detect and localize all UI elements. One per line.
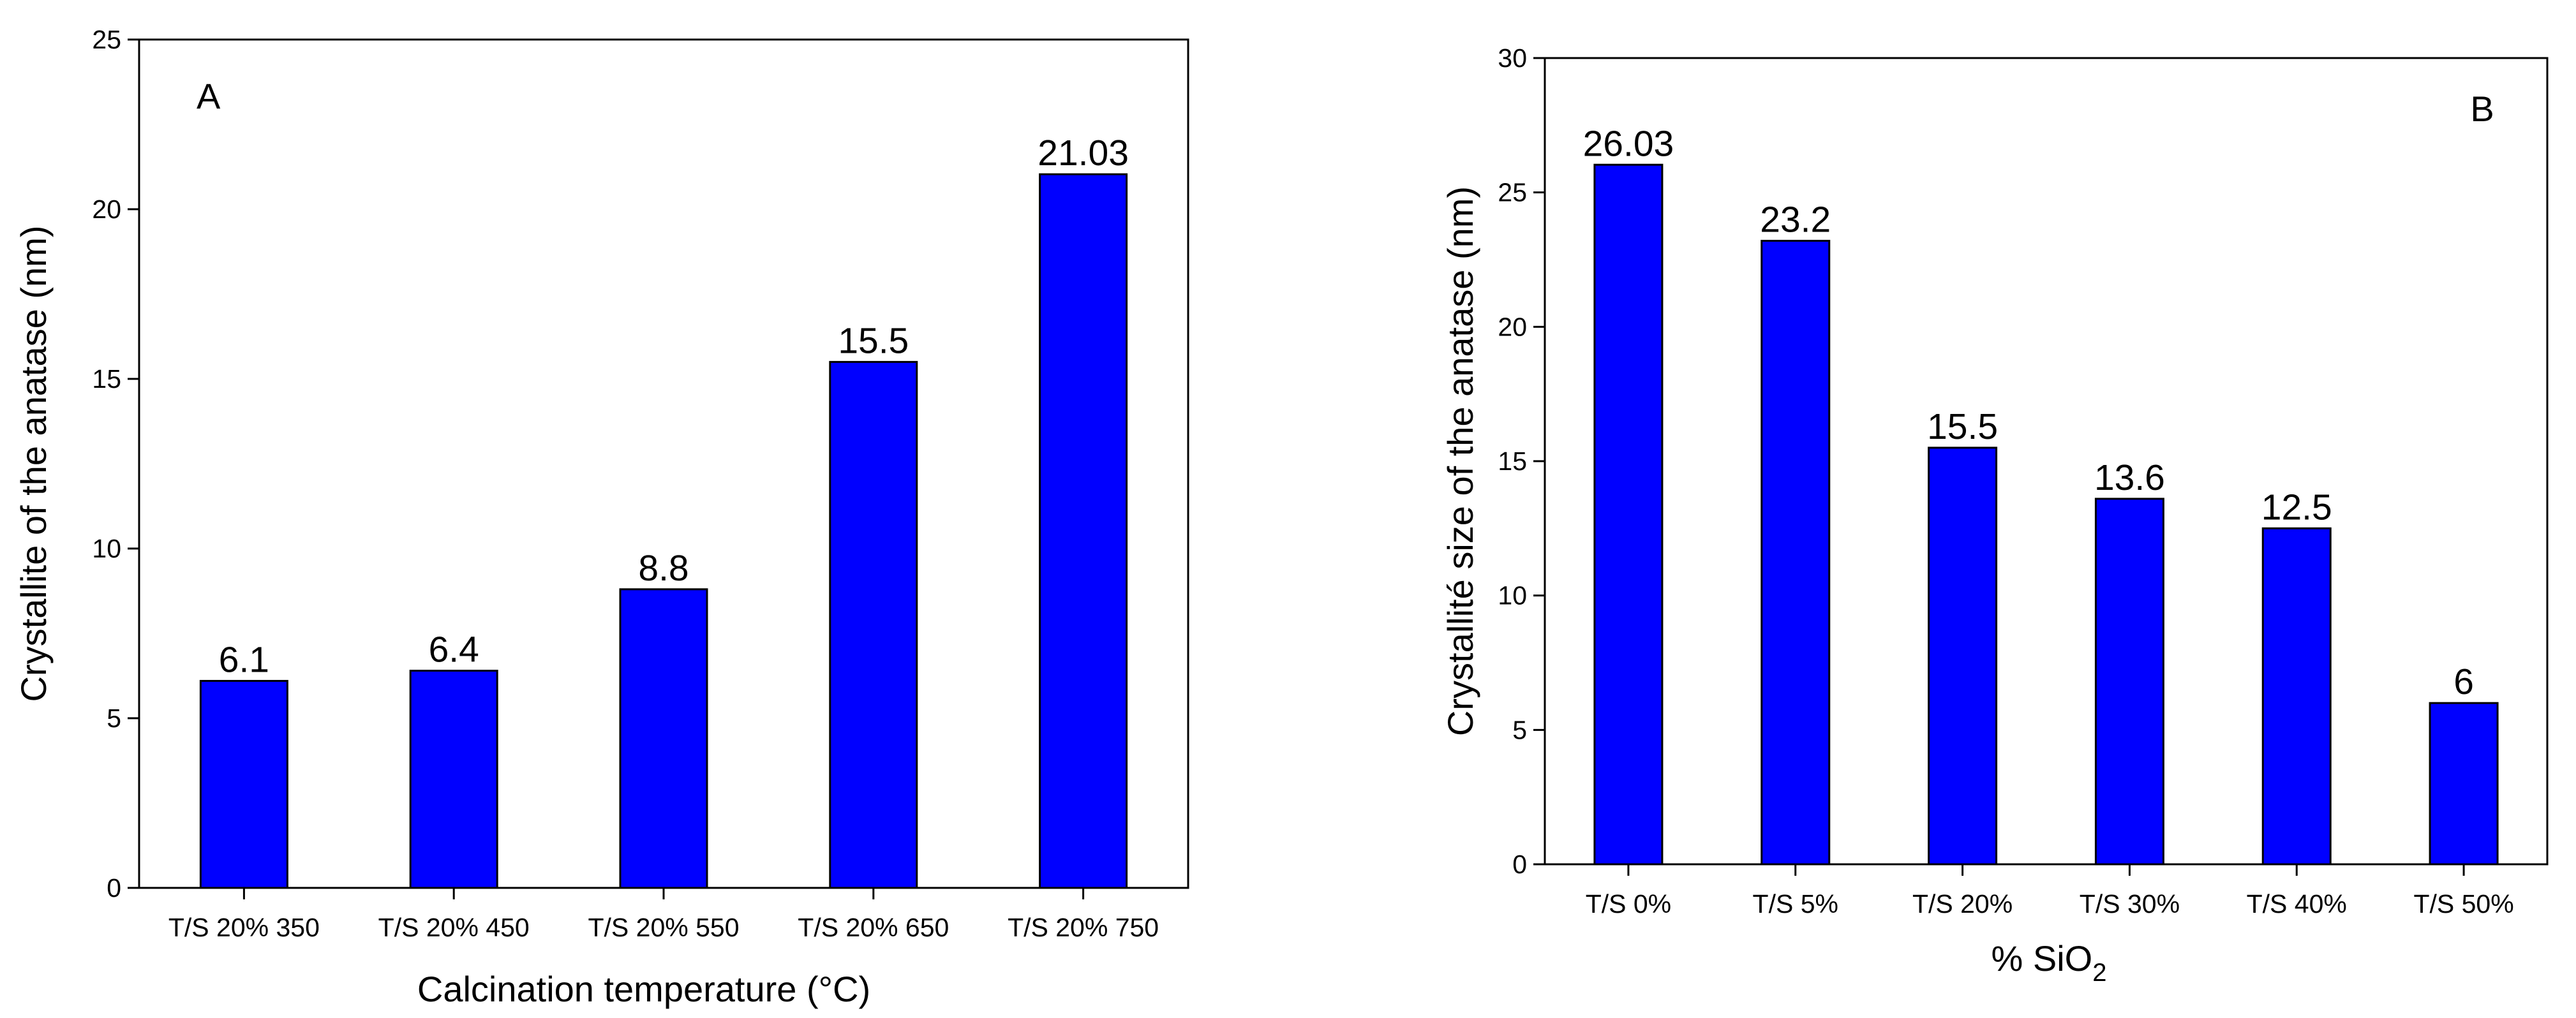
x-tick-label: T/S 20% 650 — [798, 913, 949, 942]
y-tick-label: 30 — [1498, 43, 1527, 73]
data-label: 26.03 — [1583, 123, 1674, 164]
y-tick-label: 25 — [1498, 178, 1527, 207]
x-tick-label: T/S 20% 550 — [588, 913, 739, 942]
x-axis-title-subscript: 2 — [2092, 959, 2106, 987]
y-tick-label: 0 — [107, 873, 121, 903]
y-tick-label: 5 — [1512, 715, 1527, 744]
bar-a-4 — [1039, 173, 1128, 889]
bar-a-2 — [619, 588, 708, 889]
x-tick-label: T/S 50% — [2413, 889, 2513, 918]
y-tick-label: 15 — [1498, 446, 1527, 476]
data-label: 6 — [2453, 661, 2474, 702]
data-label: 12.5 — [2261, 487, 2332, 527]
data-label: 15.5 — [1927, 406, 1998, 447]
data-label: 8.8 — [638, 548, 689, 589]
x-tick-label: T/S 20% — [1912, 889, 2013, 918]
x-axis-title-main: % SiO — [1992, 938, 2093, 978]
bar-a-1 — [409, 670, 498, 889]
bar-b-3 — [2094, 498, 2164, 866]
panel-label: B — [2470, 89, 2494, 129]
chart-panel-a: 6.1 6.4 8.8 15.5 21.03 0 5 10 15 20 25 T/S 20% 350 T… — [13, 25, 1189, 1009]
y-tick-label: 0 — [1512, 850, 1527, 879]
data-label: 23.2 — [1760, 200, 1831, 240]
x-tick-label: T/S 20% 750 — [1008, 913, 1159, 942]
x-tick-label: T/S 40% — [2247, 889, 2347, 918]
x-tick-label: T/S 0% — [1586, 889, 1671, 918]
y-tick-label: 10 — [1498, 581, 1527, 610]
bar-b-5 — [2429, 702, 2499, 866]
y-tick-label: 15 — [92, 364, 121, 394]
bar-b-1 — [1761, 240, 1831, 866]
y-tick-label: 5 — [107, 704, 121, 733]
bar-a-0 — [199, 679, 288, 889]
y-axis-title: Crystallité size of the anatase (nm) — [1440, 186, 1480, 736]
bar-b-4 — [2261, 527, 2332, 866]
data-label: 15.5 — [838, 320, 909, 361]
y-tick-label: 10 — [92, 534, 121, 563]
data-label: 6.4 — [429, 630, 479, 670]
data-label: 13.6 — [2094, 457, 2165, 498]
y-tick-label: 25 — [92, 25, 121, 54]
y-axis-title: Crystallite of the anatase (nm) — [13, 226, 54, 702]
chart-panel-b: 26.03 23.2 15.5 13.6 12.5 6 0 5 10 15 20 25 30 T/S 0%… — [1440, 43, 2549, 987]
x-tick-label: T/S 5% — [1753, 889, 1838, 918]
x-axis-title: Calcination temperature (°C) — [417, 969, 870, 1009]
bar-a-3 — [829, 360, 918, 889]
y-tick-label: 20 — [1498, 312, 1527, 341]
x-tick-label: T/S 30% — [2080, 889, 2180, 918]
panel-label: A — [197, 76, 221, 116]
bar-b-0 — [1593, 163, 1664, 866]
x-tick-label: T/S 20% 450 — [378, 913, 530, 942]
bar-b-2 — [1928, 446, 1998, 866]
y-tick-label: 20 — [92, 195, 121, 224]
data-label: 6.1 — [219, 639, 269, 680]
plot-frame — [1544, 57, 2549, 866]
data-label: 21.03 — [1038, 133, 1129, 173]
x-tick-label: T/S 20% 350 — [168, 913, 320, 942]
x-axis-title: % SiO2 — [1992, 938, 2107, 987]
